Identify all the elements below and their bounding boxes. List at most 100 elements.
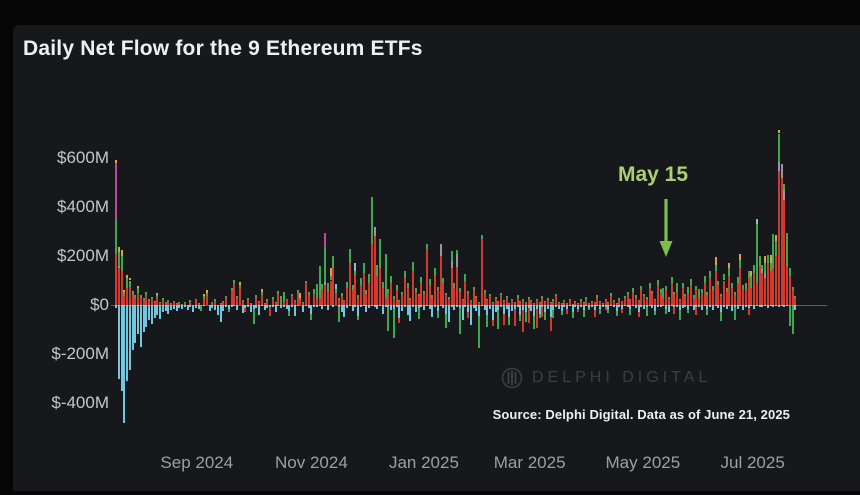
bar-segment-red: [566, 303, 569, 305]
bar-segment-neg-cyan: [566, 305, 569, 310]
bar-segment-red: [758, 265, 761, 305]
bar-segment-neg-cyan: [769, 305, 772, 307]
bar-segment-green: [280, 296, 283, 305]
bar-segment-red: [623, 298, 626, 305]
bar-segment-orange: [115, 160, 118, 163]
bar-segment-red: [395, 290, 398, 305]
bar-segment-green: [164, 302, 167, 304]
bar-segment-red: [692, 297, 695, 305]
bar-segment-neg-red: [513, 308, 516, 326]
bar-segment-green: [123, 291, 126, 297]
bar-segment-orange: [156, 293, 159, 295]
y-axis-label: $-200M: [51, 344, 109, 363]
bar-segment-neg-green: [337, 307, 340, 323]
bar-segment-red: [687, 293, 690, 305]
bar-segment-green: [513, 301, 516, 303]
bar-segment-green: [359, 278, 362, 286]
bar-segment-green: [434, 268, 437, 276]
y-axis-label: $400M: [57, 197, 109, 216]
bar-segment-green: [626, 292, 629, 296]
bar-segment-red: [640, 290, 643, 305]
bar-segment-green: [662, 287, 665, 298]
bar-segment-green: [574, 301, 577, 303]
bar-segment-green: [607, 301, 610, 303]
bar-segment-neg-cyan: [684, 305, 687, 307]
bar-segment-red: [359, 285, 362, 305]
bar-segment-neg-cyan: [274, 305, 277, 313]
bar-segment-red: [764, 278, 767, 305]
bar-segment-neg-cyan: [755, 305, 758, 307]
bar-segment-green: [233, 279, 236, 284]
bar-segment-red: [401, 295, 404, 305]
bar-segment-neg-cyan: [706, 305, 709, 309]
bar-segment-red: [230, 290, 233, 305]
bar-segment-neg-cyan: [662, 305, 665, 307]
bar-segment-red: [412, 270, 415, 305]
bar-segment-red: [442, 282, 445, 305]
bar-segment-neg-cyan: [156, 305, 159, 316]
bar-segment-neg-cyan: [552, 305, 555, 311]
bar-segment-neg-cyan: [731, 305, 734, 312]
bar-segment-neg-green: [582, 309, 585, 318]
bar-segment-neg-cyan: [192, 305, 195, 313]
bar-segment-red: [769, 270, 772, 305]
bar-segment-neg-red: [695, 307, 698, 315]
bar-segment-neg-cyan: [310, 305, 313, 314]
bar-segment-neg-cyan: [736, 305, 739, 309]
bar-segment-red: [494, 298, 497, 305]
x-axis: Sep 2024 Nov 2024 Jan 2025 Mar 2025 May 2025…: [115, 453, 797, 483]
bar-segment-green: [687, 286, 690, 294]
bar-segment-green: [115, 219, 118, 254]
bar-segment-cyan: [335, 284, 338, 290]
bar-segment-neg-cyan: [137, 305, 140, 335]
bar-segment-red: [337, 300, 340, 305]
bar-segment-neg-cyan: [324, 305, 327, 307]
bar-segment-green: [538, 301, 541, 303]
bar-segment-green: [552, 299, 555, 301]
bar-segment-lavender: [764, 273, 767, 279]
bar-segment-green: [632, 287, 635, 292]
bar-segment-red: [178, 302, 181, 305]
bar-segment-green: [665, 285, 668, 291]
bar-segment-orange: [117, 247, 120, 253]
bar-segment-neg-cyan: [321, 305, 324, 309]
bar-segment-neg-cyan: [643, 305, 646, 309]
bar-segment-neg-cyan: [640, 305, 643, 307]
bar-segment-green: [667, 296, 670, 299]
bar-segment-neg-cyan: [117, 305, 120, 379]
bar-segment-neg-cyan: [585, 305, 588, 307]
bar-segment-neg-cyan: [142, 305, 145, 333]
bar-segment-red: [436, 290, 439, 305]
bar-segment-green: [274, 301, 277, 303]
bar-segment-neg-cyan: [687, 305, 690, 309]
bar-segment-red: [788, 275, 791, 305]
bar-segment-red: [142, 299, 145, 305]
bar-segment-green: [420, 276, 423, 283]
bar-segment-neg-cyan: [656, 305, 659, 307]
bar-segment-red: [170, 303, 173, 305]
bar-segment-neg-green: [392, 308, 395, 339]
bar-segment-green: [480, 235, 483, 239]
bar-segment-neg-green: [524, 312, 527, 323]
bar-segment-neg-green: [599, 308, 602, 314]
y-axis: $600M $400M $200M $0 $-200M $-400M: [13, 85, 109, 491]
bar-segment-neg-cyan: [288, 305, 291, 312]
bar-segment-neg-red: [566, 309, 569, 315]
bar-segment-red: [747, 278, 750, 305]
bar-segment-green: [593, 302, 596, 304]
bar-segment-orange: [137, 285, 140, 288]
bar-segment-red: [368, 282, 371, 305]
bar-segment-red: [392, 298, 395, 305]
bar-segment-red: [164, 303, 167, 305]
bar-segment-green: [318, 265, 321, 298]
bar-segment-red: [332, 268, 335, 305]
bar-segment-neg-cyan: [563, 305, 566, 307]
bar-segment-green: [656, 280, 659, 286]
bar-segment-red: [590, 301, 593, 305]
chart-title: Daily Net Flow for the 9 Ethereum ETFs: [23, 37, 423, 60]
bar-segment-neg-cyan: [390, 305, 393, 310]
bar-segment-red: [431, 297, 434, 305]
bar-segment-green: [577, 303, 580, 304]
bar-segment-green: [720, 293, 723, 297]
bar-segment-red: [447, 298, 450, 305]
